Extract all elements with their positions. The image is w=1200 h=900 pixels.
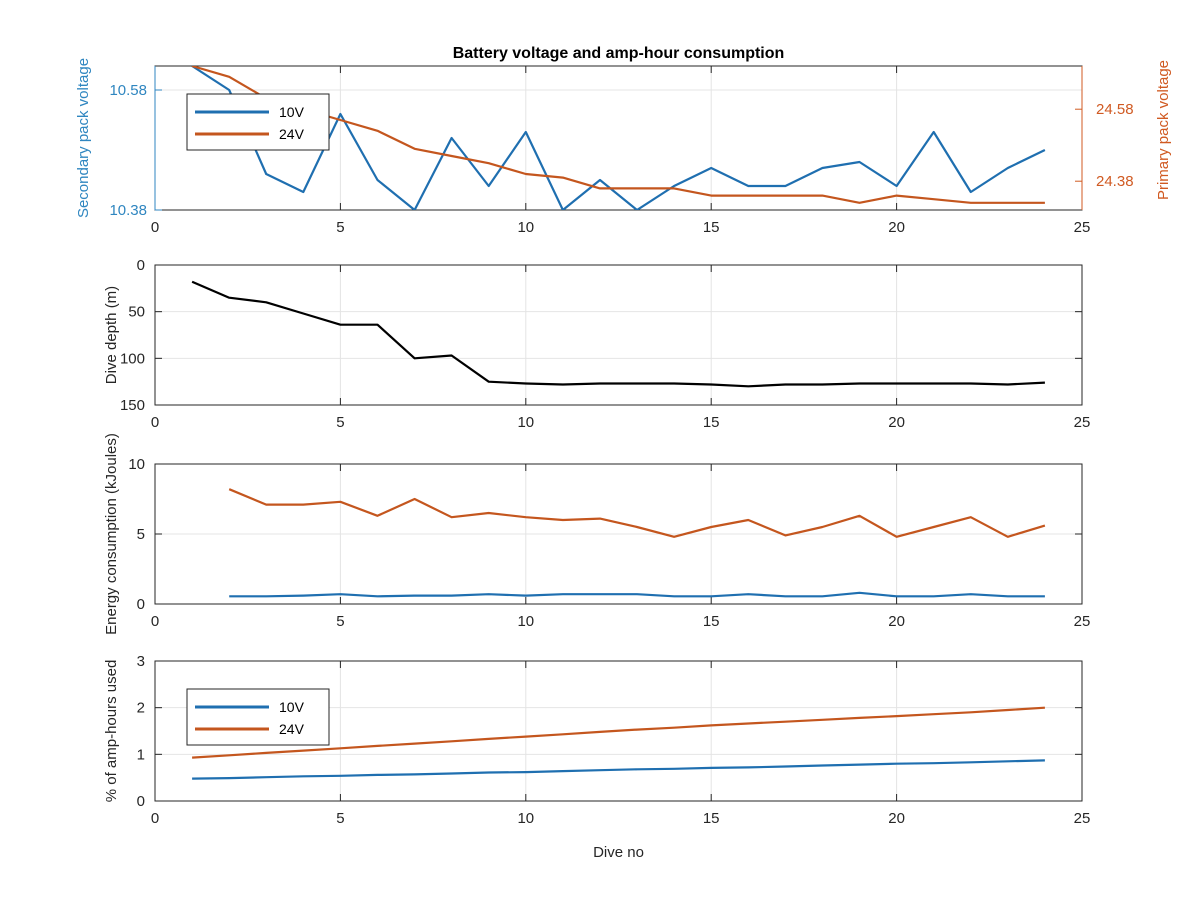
y-tick-label: 0 [137, 257, 145, 274]
x-tick-label: 0 [151, 219, 159, 236]
legend-label-10V: 10V [279, 104, 305, 120]
y-left-tick-label: 10.58 [109, 82, 147, 99]
legend-label-10V: 10V [279, 699, 305, 715]
y-left-axis-label: Secondary pack voltage [75, 58, 92, 218]
y-tick-label: 10 [128, 456, 145, 473]
x-tick-label: 10 [517, 613, 534, 630]
legend-box [186, 688, 330, 746]
x-tick-label: 10 [517, 810, 534, 827]
y-tick-label: 150 [120, 397, 145, 414]
x-tick-label: 25 [1074, 613, 1091, 630]
y-right-axis-label: Primary pack voltage [1155, 60, 1172, 200]
legend-label-24V: 24V [279, 721, 305, 737]
y-tick-label: 5 [137, 526, 145, 543]
x-tick-label: 5 [336, 613, 344, 630]
series-line-black [191, 280, 1045, 388]
x-tick-label: 20 [888, 219, 905, 236]
y-tick-label: 0 [137, 596, 145, 613]
x-tick-label: 20 [888, 613, 905, 630]
x-tick-label: 15 [703, 810, 720, 827]
axes-box [154, 264, 1083, 406]
y-tick-label: 1 [137, 746, 145, 763]
y-tick-label: 100 [120, 350, 145, 367]
series-line-10V [192, 759, 1045, 780]
legend-box [186, 93, 330, 151]
series-line-blue [229, 591, 1045, 598]
x-tick-label: 5 [336, 219, 344, 236]
x-tick-label: 5 [336, 810, 344, 827]
y-axis-label: Dive depth (m) [103, 286, 120, 384]
x-tick-label: 25 [1074, 219, 1091, 236]
x-tick-label: 15 [703, 613, 720, 630]
x-tick-label: 5 [336, 414, 344, 431]
panel-4: 0 5 10 15 20 25 0 1 2 3 % of amp-hours used 10V 24V [103, 653, 1090, 827]
x-tick-label: 25 [1074, 810, 1091, 827]
series-line-24V [191, 66, 1045, 204]
series-line-24V [192, 706, 1045, 759]
panel-3: 0 5 10 15 20 25 0 5 10 Energy consumption (kJoule… [103, 433, 1090, 635]
axes-box [154, 660, 1083, 802]
y-left-tick-label: 10.38 [109, 202, 147, 219]
panel-1: 0 5 10 15 20 25 10.38 10.58 24.38 24.58 Secondary … [75, 45, 1172, 236]
series-line-orange [228, 488, 1046, 538]
x-tick-label: 20 [888, 810, 905, 827]
x-tick-label: 15 [703, 414, 720, 431]
x-tick-label: 15 [703, 219, 720, 236]
x-tick-label: 0 [151, 414, 159, 431]
chart-title: Battery voltage and amp-hour consumption [453, 45, 785, 62]
y-right-tick-label: 24.38 [1096, 173, 1134, 190]
x-tick-label: 20 [888, 414, 905, 431]
x-tick-label: 0 [151, 613, 159, 630]
series-line-10V [191, 66, 1046, 210]
x-tick-label: 10 [517, 414, 534, 431]
y-tick-label: 3 [137, 653, 145, 670]
y-tick-label: 50 [128, 304, 145, 321]
x-tick-label: 10 [517, 219, 534, 236]
x-tick-label: 0 [151, 810, 159, 827]
y-right-tick-label: 24.58 [1096, 101, 1134, 118]
x-tick-label: 25 [1074, 414, 1091, 431]
y-tick-label: 2 [137, 700, 145, 717]
y-axis-label: % of amp-hours used [103, 660, 120, 803]
legend-label-24V: 24V [279, 126, 305, 142]
y-tick-label: 0 [137, 793, 145, 810]
y-axis-label: Energy consumption (kJoules) [103, 433, 120, 635]
x-axis-label: Dive no [593, 844, 644, 861]
